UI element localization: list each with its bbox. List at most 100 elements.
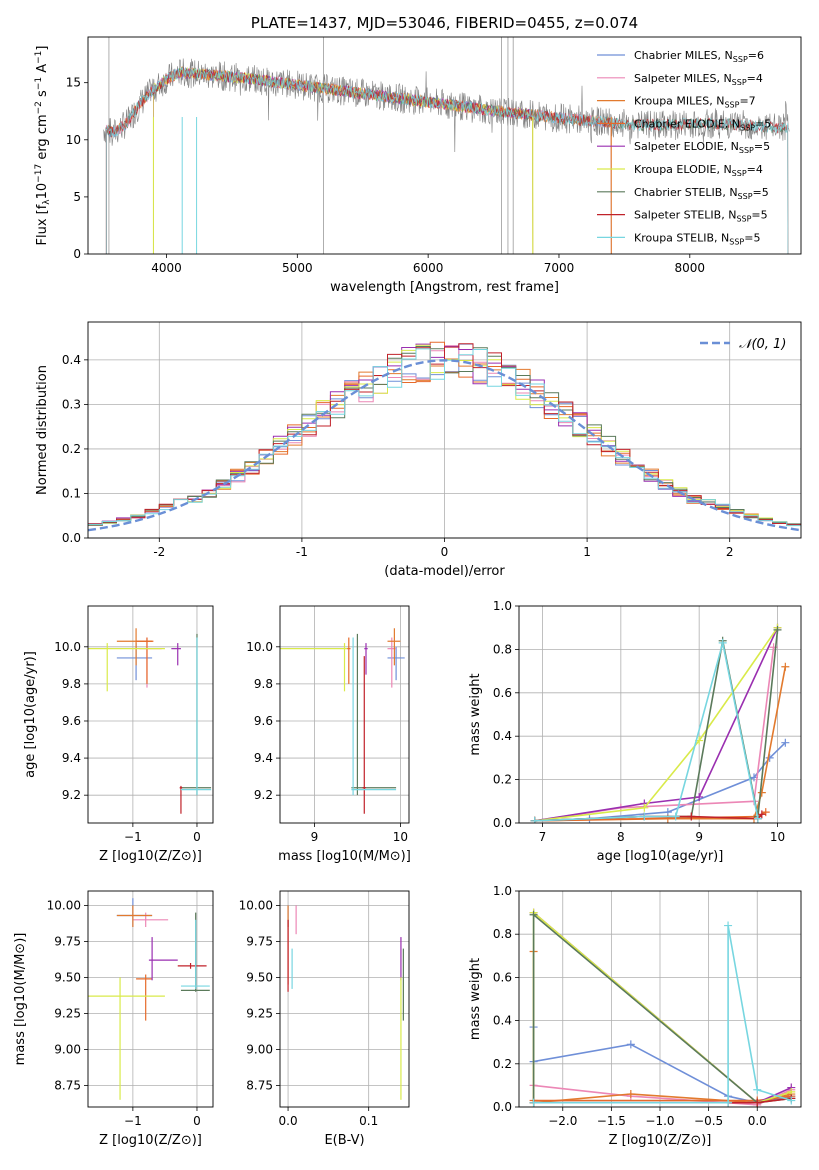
y-axis-label: mass weight xyxy=(468,673,483,755)
legend-sep: , xyxy=(718,49,725,62)
y-tick-label: 8.75 xyxy=(54,1078,81,1092)
legend-sep: , xyxy=(709,95,716,108)
y-axis-label: mass weight xyxy=(468,958,483,1040)
mass-weight-line xyxy=(534,742,786,822)
legend-n-value: 7 xyxy=(749,95,756,108)
legend-entry: Chabrier MILES, NSSP=6 xyxy=(634,49,764,64)
x-tick-label: 2 xyxy=(726,545,734,559)
x-axis-label: Z [log10(Z/Z⊙)] xyxy=(609,1133,712,1148)
y-tick-label: 9.50 xyxy=(246,970,273,984)
mass-weight-marker xyxy=(530,816,539,823)
mass-weight-marker xyxy=(761,808,770,817)
legend-n: N xyxy=(728,209,736,222)
y-axis-label-part: ] xyxy=(35,46,50,51)
y-tick-label: 15 xyxy=(66,76,81,90)
legend-n-sub: SSP xyxy=(729,237,744,246)
y-tick-label: 0.8 xyxy=(493,642,512,656)
y-tick-label: 1.0 xyxy=(493,884,512,898)
y-axis-label-part: A xyxy=(35,64,50,77)
x-tick-label: 0.0 xyxy=(748,1114,767,1128)
legend-eq: = xyxy=(755,117,764,130)
legend-n: N xyxy=(723,72,731,85)
figure-title: PLATE=1437, MJD=53046, FIBERID=0455, z=0… xyxy=(251,14,638,32)
y-tick-label: 9.75 xyxy=(54,934,81,948)
legend-entry: Kroupa STELIB, NSSP=5 xyxy=(634,231,760,246)
plot-area-mass_vs_Z xyxy=(88,898,210,1100)
axes-frame xyxy=(87,321,802,539)
y-tick-label: 10.00 xyxy=(47,898,81,912)
legend-n-value: 4 xyxy=(756,163,763,176)
legend-model-name: Kroupa MILES xyxy=(634,95,709,108)
legend-n: N xyxy=(731,140,739,153)
legend-entry: Chabrier ELODIE, NSSP=5 xyxy=(634,117,771,132)
legend-eq: = xyxy=(739,95,748,108)
legend-eq: = xyxy=(744,231,753,244)
mass-weight-marker xyxy=(787,1096,796,1105)
model-spectrum-line xyxy=(105,66,789,254)
legend-model-name: Chabrier STELIB xyxy=(634,186,722,199)
mass-weight-marker xyxy=(757,788,766,797)
legend-entry: Salpeter MILES, NSSP=4 xyxy=(634,72,763,87)
legend-model-name: Chabrier MILES xyxy=(634,49,718,62)
y-axis-label-part: λ xyxy=(42,199,52,205)
y-axis-label: mass [log10(M/M⊙)] xyxy=(13,933,28,1066)
plot-area-spectrum xyxy=(103,37,790,254)
x-tick-label: 5000 xyxy=(282,261,313,275)
y-tick-label: 9.25 xyxy=(246,1006,273,1020)
mass-weight-marker xyxy=(753,814,762,823)
model-spectrum-line xyxy=(153,67,534,254)
mass-weight-marker xyxy=(695,792,704,801)
y-tick-label: 9.00 xyxy=(54,1042,81,1056)
mass-weight-line xyxy=(533,911,792,1104)
x-tick-label: 7 xyxy=(539,830,547,844)
y-tick-label: 9.6 xyxy=(254,714,273,728)
mass-weight-marker xyxy=(765,753,774,762)
mass-weight-marker xyxy=(671,812,680,821)
x-tick-label: −2.0 xyxy=(548,1114,577,1128)
axes-frame xyxy=(87,890,214,1108)
mass-weight-line xyxy=(532,910,792,1104)
legend-model-name: Salpeter ELODIE xyxy=(634,140,724,153)
legend-model-name: Kroupa ELODIE xyxy=(634,163,716,176)
axes-frame xyxy=(279,605,410,824)
axes-frame xyxy=(518,605,802,824)
y-tick-label: 0 xyxy=(73,247,81,261)
legend-n-sub: SSP xyxy=(739,146,754,155)
mass-weight-line xyxy=(533,925,792,1104)
legend-n: N xyxy=(716,95,724,108)
axes-spectrum: 4000 5000 6000 7000 8000 0 5 10 15 wavelength [An… xyxy=(34,36,802,295)
y-tick-label: 0.8 xyxy=(493,927,512,941)
plot-area-age_vs_Z xyxy=(88,628,212,814)
legend-n-sub: SSP xyxy=(740,123,755,132)
x-tick-label: -1 xyxy=(296,545,308,559)
y-axis-label: Normed distribution xyxy=(35,365,50,495)
y-tick-label: 10.0 xyxy=(54,640,81,654)
plot-area-massweight_vs_age xyxy=(530,623,790,823)
axes-frame xyxy=(518,890,802,1108)
y-tick-label: 0.2 xyxy=(493,773,512,787)
x-tick-label: 6000 xyxy=(413,261,444,275)
legend-n-value: 5 xyxy=(761,209,768,222)
y-tick-label: 10.00 xyxy=(239,898,273,912)
y-tick-label: 0.0 xyxy=(62,531,81,545)
legend-n-value: 5 xyxy=(763,140,770,153)
y-tick-label: 9.8 xyxy=(254,677,273,691)
mass-weight-marker xyxy=(724,1098,733,1107)
y-tick-label: 0.6 xyxy=(493,970,512,984)
axes-frame xyxy=(279,890,410,1108)
y-axis-label-part: −17 xyxy=(34,164,44,183)
y-tick-label: 9.00 xyxy=(246,1042,273,1056)
axes-mass_vs_Z: −1 0 8.75 9.00 9.25 9.50 9.75 10.00 Z [log10(Z/Z… xyxy=(13,890,214,1148)
legend-n-sub: SSP xyxy=(736,215,751,224)
legend-n-value: 4 xyxy=(756,72,763,85)
legend-sep: , xyxy=(724,140,731,153)
x-tick-label: 0.0 xyxy=(279,1114,298,1128)
legend-sep: , xyxy=(714,231,721,244)
legend-n-sub: SSP xyxy=(733,55,748,64)
gaussian-curve xyxy=(88,359,801,532)
x-tick-label: 1 xyxy=(583,545,591,559)
x-axis-label: Z [log10(Z/Z⊙)] xyxy=(99,849,202,864)
y-tick-label: 9.8 xyxy=(62,677,81,691)
legend-sep: , xyxy=(716,72,723,85)
y-axis-label-part: −1 xyxy=(34,77,44,90)
